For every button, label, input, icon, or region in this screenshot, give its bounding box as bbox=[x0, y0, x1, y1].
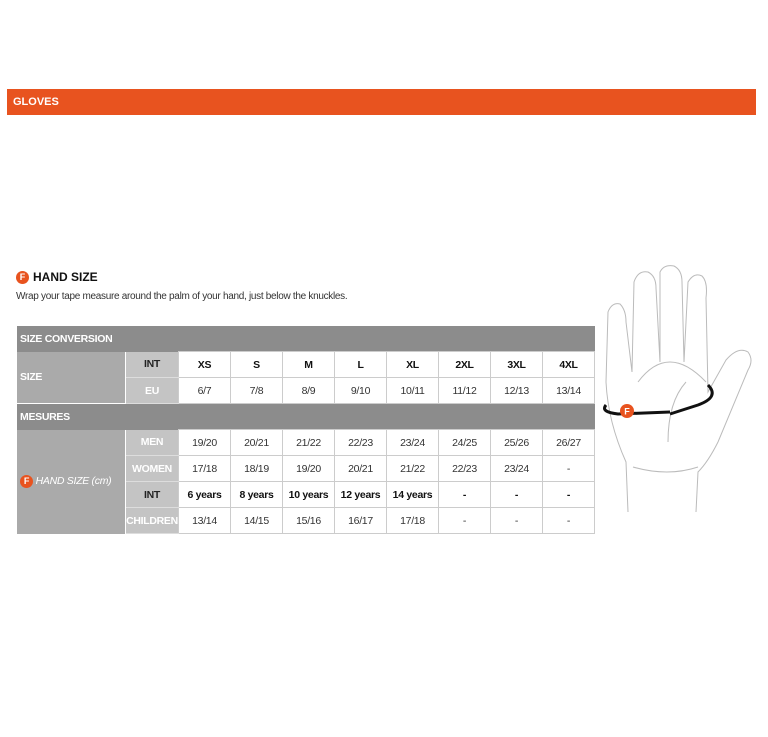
section-title: F HAND SIZE bbox=[16, 270, 98, 284]
section-title-text: HAND SIZE bbox=[33, 270, 98, 284]
cell-int: M bbox=[282, 351, 335, 378]
cell-kids-int: - bbox=[542, 481, 595, 508]
cell-children: - bbox=[542, 507, 595, 534]
eu-label: EU bbox=[125, 377, 179, 404]
cell-int: XS bbox=[178, 351, 231, 378]
cell-eu: 11/12 bbox=[438, 377, 491, 404]
size-conversion-heading: SIZE CONVERSION bbox=[17, 325, 595, 352]
cell-int: 2XL bbox=[438, 351, 491, 378]
mesures-heading: MESURES bbox=[17, 403, 595, 430]
women-label: WOMEN bbox=[125, 455, 179, 482]
category-header: GLOVES bbox=[7, 89, 756, 115]
cell-int: XL bbox=[386, 351, 439, 378]
cell-eu: 9/10 bbox=[334, 377, 387, 404]
cell-int: 3XL bbox=[490, 351, 543, 378]
cell-men: 20/21 bbox=[230, 429, 283, 456]
cell-women: 20/21 bbox=[334, 455, 387, 482]
cell-int: 4XL bbox=[542, 351, 595, 378]
int-label: INT bbox=[125, 351, 179, 378]
cell-men: 21/22 bbox=[282, 429, 335, 456]
cell-children: - bbox=[490, 507, 543, 534]
cell-women: - bbox=[542, 455, 595, 482]
cell-men: 19/20 bbox=[178, 429, 231, 456]
cell-women: 23/24 bbox=[490, 455, 543, 482]
children-label: CHILDREN bbox=[125, 507, 179, 534]
cell-women: 19/20 bbox=[282, 455, 335, 482]
cell-men: 26/27 bbox=[542, 429, 595, 456]
section-description: Wrap your tape measure around the palm o… bbox=[16, 291, 348, 302]
kids-int-label: INT bbox=[125, 481, 179, 508]
cell-women: 17/18 bbox=[178, 455, 231, 482]
cell-eu: 6/7 bbox=[178, 377, 231, 404]
size-label: SIZE bbox=[17, 351, 126, 404]
f-badge-icon: F bbox=[20, 475, 33, 488]
cell-men: 22/23 bbox=[334, 429, 387, 456]
cell-men: 25/26 bbox=[490, 429, 543, 456]
cell-eu: 10/11 bbox=[386, 377, 439, 404]
size-table: SIZE CONVERSION SIZE INT XS S M L XL 2XL 3XL 4XL … bbox=[17, 325, 595, 534]
cell-children: - bbox=[438, 507, 491, 534]
hand-measure-illustration: F bbox=[603, 265, 752, 513]
cell-kids-int: 10 years bbox=[282, 481, 335, 508]
cell-eu: 12/13 bbox=[490, 377, 543, 404]
cell-kids-int: 6 years bbox=[178, 481, 231, 508]
cell-eu: 8/9 bbox=[282, 377, 335, 404]
cell-int: L bbox=[334, 351, 387, 378]
f-badge-icon: F bbox=[16, 270, 29, 284]
cell-men: 24/25 bbox=[438, 429, 491, 456]
cell-women: 22/23 bbox=[438, 455, 491, 482]
f-badge-icon: F bbox=[624, 407, 630, 417]
hand-size-label: F HAND SIZE (cm) bbox=[17, 429, 126, 534]
cell-men: 23/24 bbox=[386, 429, 439, 456]
cell-eu: 13/14 bbox=[542, 377, 595, 404]
cell-children: 13/14 bbox=[178, 507, 231, 534]
cell-kids-int: - bbox=[490, 481, 543, 508]
cell-kids-int: 8 years bbox=[230, 481, 283, 508]
cell-children: 15/16 bbox=[282, 507, 335, 534]
cell-children: 14/15 bbox=[230, 507, 283, 534]
cell-children: 17/18 bbox=[386, 507, 439, 534]
cell-women: 21/22 bbox=[386, 455, 439, 482]
hand-size-text: HAND SIZE (cm) bbox=[35, 475, 112, 487]
cell-kids-int: 12 years bbox=[334, 481, 387, 508]
cell-kids-int: 14 years bbox=[386, 481, 439, 508]
cell-eu: 7/8 bbox=[230, 377, 283, 404]
cell-kids-int: - bbox=[438, 481, 491, 508]
cell-women: 18/19 bbox=[230, 455, 283, 482]
men-label: MEN bbox=[125, 429, 179, 456]
cell-children: 16/17 bbox=[334, 507, 387, 534]
cell-int: S bbox=[230, 351, 283, 378]
